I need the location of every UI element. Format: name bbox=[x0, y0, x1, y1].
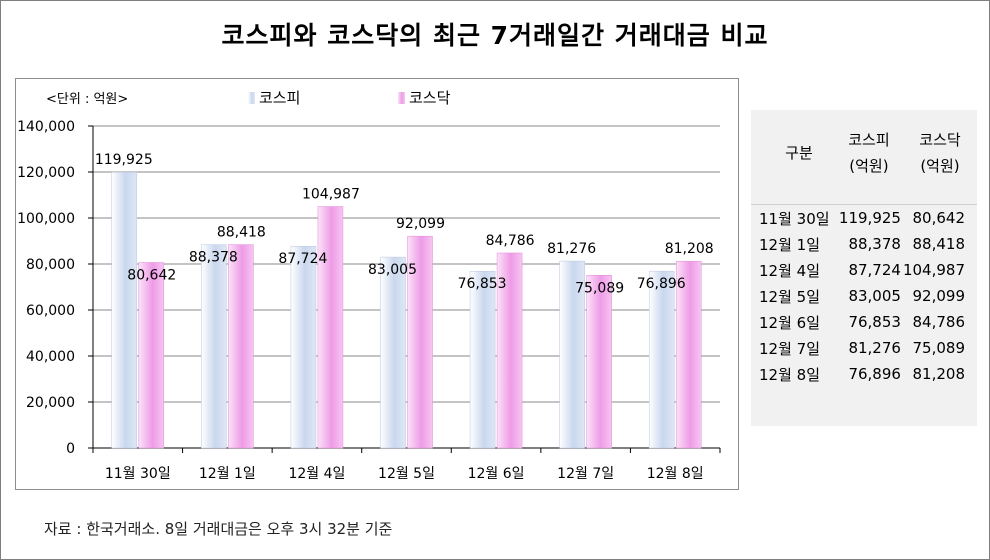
y-tick-label: 140,000 bbox=[17, 119, 75, 135]
legend-swatch-kospi bbox=[248, 92, 255, 104]
y-tick-label: 20,000 bbox=[26, 395, 75, 411]
table-cell-kospi: 81,276 bbox=[848, 339, 901, 357]
bar-kosdaq bbox=[228, 244, 254, 449]
data-label-kosdaq: 75,089 bbox=[575, 280, 624, 296]
bar-kospi bbox=[111, 171, 138, 449]
bar-kospi bbox=[380, 256, 406, 449]
bar-kosdaq bbox=[496, 252, 523, 449]
x-tick-label: 12월 4일 bbox=[288, 466, 345, 482]
data-label-kosdaq: 88,418 bbox=[217, 225, 266, 241]
x-tick-label: 12월 8일 bbox=[647, 466, 704, 482]
table-header-kospi-unit: (억원) bbox=[849, 156, 889, 175]
data-table: 구분 코스피 코스닥 (억원) (억원) 11월 30일 119,925 80,… bbox=[751, 126, 977, 387]
bar-chart: 0 20,000 40,000 60,000 80,000 100,000 120,000 1… bbox=[15, 78, 739, 490]
table-row: 11월 30일 119,925 80,642 bbox=[751, 205, 977, 232]
table-cell-kospi: 76,896 bbox=[848, 365, 901, 383]
table-cell-kosdaq: 92,099 bbox=[912, 287, 966, 305]
table-row: 12월 6일 76,853 84,786 bbox=[751, 309, 977, 335]
data-label-kospi: 83,005 bbox=[368, 262, 417, 278]
x-tick-label: 12월 6일 bbox=[468, 466, 525, 482]
table-cell-date: 12월 5일 bbox=[759, 287, 820, 306]
table-cell-kospi: 87,724 bbox=[848, 261, 901, 279]
bar-kospi bbox=[201, 244, 227, 449]
table-cell-kosdaq: 84,786 bbox=[912, 313, 966, 331]
x-tick-label: 12월 1일 bbox=[199, 466, 256, 482]
table-cell-kospi: 119,925 bbox=[838, 209, 901, 227]
y-tick-label: 80,000 bbox=[26, 257, 75, 273]
table-header-kosdaq-unit: (억원) bbox=[920, 156, 960, 175]
table-row: 12월 5일 83,005 92,099 bbox=[751, 283, 977, 309]
table-cell-kospi: 88,378 bbox=[848, 235, 901, 253]
y-tick-label: 0 bbox=[66, 441, 75, 457]
y-tick-label: 120,000 bbox=[17, 165, 75, 181]
table-header-separator bbox=[751, 178, 977, 205]
x-tick-label: 12월 5일 bbox=[378, 466, 435, 482]
table-cell-kosdaq: 104,987 bbox=[902, 261, 965, 279]
table-row: 12월 7일 81,276 75,089 bbox=[751, 335, 977, 361]
bar-kosdaq bbox=[317, 206, 344, 449]
y-tick-label: 40,000 bbox=[26, 349, 75, 365]
table-cell-date: 12월 4일 bbox=[759, 261, 820, 280]
data-label-kosdaq: 92,099 bbox=[396, 216, 445, 232]
y-tick-label: 60,000 bbox=[26, 303, 75, 319]
bar-kospi bbox=[559, 260, 585, 449]
bar-kospi bbox=[290, 245, 317, 449]
source-note: 자료 : 한국거래소. 8일 거래대금은 오후 3시 32분 기준 bbox=[44, 520, 393, 538]
data-label-kospi: 76,896 bbox=[637, 276, 686, 292]
bar-kosdaq bbox=[675, 260, 702, 449]
table-cell-date: 12월 8일 bbox=[759, 365, 820, 384]
data-label-kospi: 76,853 bbox=[458, 276, 507, 292]
legend-label-kosdaq: 코스닥 bbox=[409, 89, 451, 107]
table-cell-kospi: 76,853 bbox=[848, 313, 901, 331]
table-header-unit-row: (억원) (억원) bbox=[751, 152, 977, 178]
table-row: 12월 1일 88,378 88,418 bbox=[751, 231, 977, 257]
bar-kosdaq bbox=[138, 262, 165, 449]
table-row: 12월 4일 87,724 104,987 bbox=[751, 257, 977, 283]
bar-kosdaq bbox=[407, 235, 433, 449]
data-table-panel: 구분 코스피 코스닥 (억원) (억원) 11월 30일 119,925 80,… bbox=[751, 110, 977, 426]
table-header-date: 구분 bbox=[785, 143, 813, 162]
page-title: 코스피와 코스닥의 최근 7거래일간 거래대금 비교 bbox=[221, 21, 769, 50]
data-label-kospi: 119,925 bbox=[95, 152, 153, 168]
table-cell-kosdaq: 75,089 bbox=[912, 339, 966, 357]
data-label-kospi: 87,724 bbox=[278, 251, 327, 267]
bar-kospi bbox=[469, 270, 496, 449]
legend-swatch-kosdaq bbox=[398, 92, 405, 104]
table-cell-date: 12월 6일 bbox=[759, 313, 820, 332]
unit-label: <단위 : 억원> bbox=[46, 92, 128, 107]
table-cell-kospi: 83,005 bbox=[848, 287, 901, 305]
legend-label-kospi: 코스피 bbox=[259, 89, 300, 107]
y-tick-label: 100,000 bbox=[17, 211, 75, 227]
data-label-kosdaq: 81,208 bbox=[665, 241, 714, 257]
x-tick-label: 12월 7일 bbox=[557, 466, 614, 482]
data-label-kosdaq: 104,987 bbox=[302, 187, 360, 203]
table-header-row: 구분 코스피 코스닥 bbox=[751, 126, 977, 162]
table-row: 12월 8일 76,896 81,208 bbox=[751, 361, 977, 387]
table-cell-date: 12월 1일 bbox=[759, 235, 820, 254]
table-cell-kosdaq: 81,208 bbox=[912, 365, 966, 383]
table-cell-kosdaq: 88,418 bbox=[912, 235, 966, 253]
data-label-kosdaq: 80,642 bbox=[127, 268, 176, 284]
table-header-kospi: 코스피 bbox=[848, 130, 890, 149]
bar-kosdaq bbox=[586, 275, 612, 449]
data-label-kosdaq: 84,786 bbox=[486, 233, 535, 249]
table-cell-date: 12월 7일 bbox=[759, 339, 820, 358]
table-header-kosdaq: 코스닥 bbox=[919, 130, 961, 149]
table-cell-kosdaq: 80,642 bbox=[912, 209, 966, 227]
bar-kospi bbox=[648, 270, 675, 449]
table-cell-date: 11월 30일 bbox=[759, 209, 830, 228]
chart-canvas: 0 20,000 40,000 60,000 80,000 100,000 120,000 1… bbox=[17, 89, 721, 482]
data-label-kospi: 88,378 bbox=[189, 250, 238, 266]
data-label-kospi: 81,276 bbox=[547, 241, 596, 257]
x-tick-label: 11월 30일 bbox=[105, 466, 171, 482]
